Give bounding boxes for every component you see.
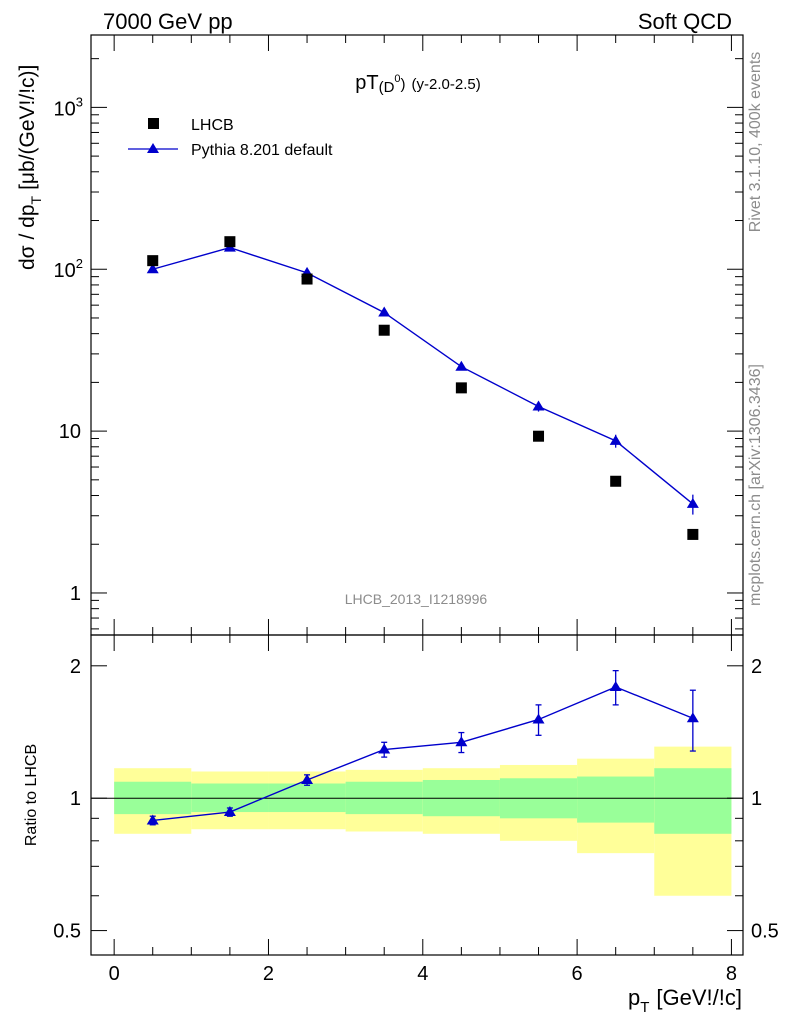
lhcb-point [610,475,622,487]
plot-title: pT(D0) (y-2.0-2.5) [355,72,480,96]
ratio-pythia-point [609,680,622,691]
lhcb-point [147,255,159,267]
ratio-pythia-point [146,814,159,825]
main-y-tick-label: 103 [54,94,83,120]
ratio-y-tick-label: 2 [70,656,81,678]
watermark: LHCB_2013_I1218996 [345,591,488,607]
ratio-pythia-line [152,686,694,822]
ratio-pythia-point [301,773,314,784]
ratio-y-tick-label-right: 1 [751,788,762,810]
ratio-panel: 0.5 0.5 1 1 2 2 0 2 4 6 8 Ratio to LHCB pT [GeV!/!c… [23,634,779,1016]
x-axis-label: pT [GeV!/!c] [628,985,742,1016]
header-category: Soft QCD [638,9,732,34]
lhcb-point [301,273,313,285]
legend-label-lhcb: LHCB [191,117,234,134]
ratio-y-tick-label-right: 0.5 [751,921,779,943]
legend: LHCB Pythia 8.201 default [128,117,333,159]
x-tick-label: 8 [726,963,737,985]
pythia-point [378,306,391,317]
lhcb-point [378,324,390,336]
legend-marker-lhcb [148,118,159,129]
ratio-pythia-point [455,736,468,747]
mcplots-label: mcplots.cern.ch [arXiv:1306.3436] [747,364,764,606]
legend-marker-pythia [147,143,159,153]
pythia-point [455,360,468,371]
title-sub: (D [379,79,395,96]
rivet-label: Rivet 3.1.10, 400k events [747,52,764,233]
main-panel: 1 10 102 103 pT(D0) (y-2.0-2.5) dσ / dpT [μb/… [16,34,744,636]
ratio-frame [90,634,744,956]
ratio-y-tick-label: 0.5 [53,921,81,943]
x-tick-label: 2 [263,963,274,985]
x-tick-label: 4 [417,963,428,985]
ratio-pythia-point [532,713,545,724]
ylabel-sub: T [28,195,44,204]
lhcb-point [533,430,545,442]
ratio-y-tick-label-right: 2 [751,656,762,678]
header-energy: 7000 GeV pp [103,9,233,34]
main-y-tick-label: 1 [70,583,81,605]
title-range: (y-2.0-2.5) [412,76,481,93]
ylabel-unit: [μb/(GeV!/!c)] [16,65,39,190]
pythia-point [532,400,545,411]
pythia-point [686,497,699,508]
main-y-tick-label: 102 [54,256,83,282]
ylabel-main: dσ / dp [16,204,39,270]
lhcb-point [455,382,467,394]
ratio-band-inner [654,768,732,834]
main-y-label: dσ / dpT [μb/(GeV!/!c)] [16,65,44,270]
ratio-pythia-point [686,712,699,723]
title-close: ) [401,76,406,93]
xlabel-sub: T [640,999,649,1016]
ratio-band-inner [577,776,655,823]
ratio-pythia-point [378,743,391,754]
legend-label-pythia: Pythia 8.201 default [191,142,333,159]
title-sup: 0 [394,73,400,85]
title-main: pT [355,72,378,94]
ratio-y-label: Ratio to LHCB [23,744,40,846]
x-tick-label: 0 [109,963,120,985]
ratio-y-tick-label: 1 [70,788,81,810]
pythia-line [152,246,694,505]
pythia-point [609,434,622,445]
pythia-point [146,263,159,274]
xlabel-unit: [GeV!/!c] [656,985,742,1010]
lhcb-point [224,236,236,248]
lhcb-point [687,528,699,540]
xlabel-main: p [628,985,640,1010]
x-tick-label: 6 [572,963,583,985]
ratio-pythia-point [223,806,236,817]
main-y-tick-label: 10 [59,421,81,443]
